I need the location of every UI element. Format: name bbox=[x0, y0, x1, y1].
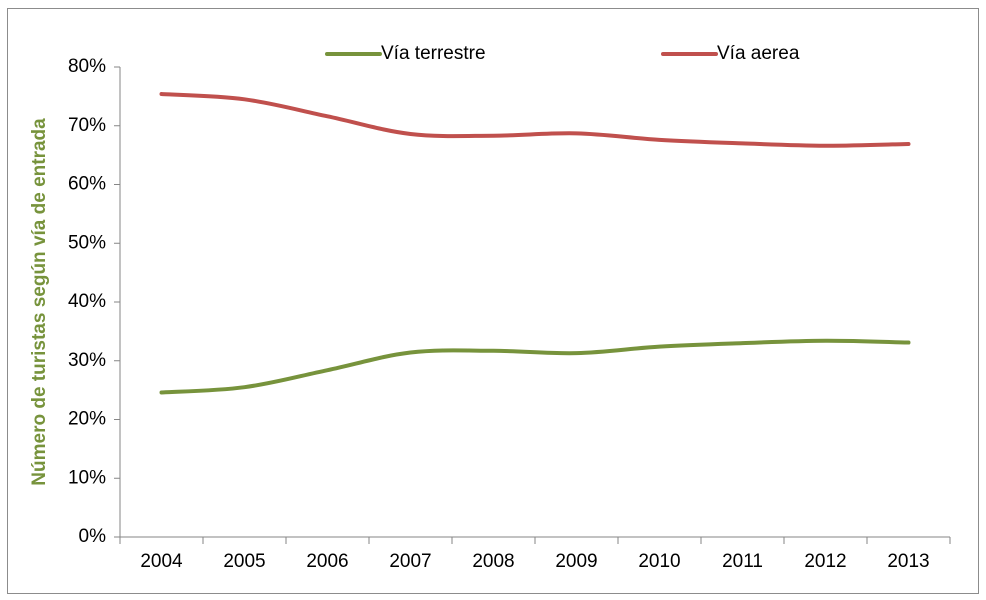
x-tick-label: 2006 bbox=[306, 551, 348, 572]
y-tick-label: 50% bbox=[68, 232, 106, 253]
series-line-1 bbox=[159, 338, 911, 395]
series-line-2 bbox=[159, 92, 911, 148]
legend-label-1: Vía terrestre bbox=[381, 43, 486, 64]
legend: Vía terrestre Vía aerea bbox=[325, 43, 800, 64]
x-tick-label: 2010 bbox=[638, 551, 680, 572]
legend-label-2: Vía aerea bbox=[717, 43, 800, 64]
x-tick-label: 2004 bbox=[140, 551, 183, 572]
y-tick-label: 70% bbox=[68, 115, 106, 136]
series-lines bbox=[159, 92, 911, 395]
x-tick-label: 2009 bbox=[555, 551, 597, 572]
tick-labels: 0% 10% 20% 30% 40% 50% 60% 70% 80% 2004 2005 2006 20… bbox=[68, 56, 930, 572]
x-tick-label: 2013 bbox=[887, 551, 929, 572]
x-tick-label: 2005 bbox=[223, 551, 265, 572]
y-tick-label: 40% bbox=[68, 291, 106, 312]
x-tick-label: 2007 bbox=[389, 551, 431, 572]
y-tick-label: 30% bbox=[68, 350, 106, 371]
y-tick-label: 20% bbox=[68, 409, 106, 430]
x-tick-label: 2011 bbox=[722, 551, 763, 572]
y-tick-label: 10% bbox=[68, 467, 106, 488]
y-tick-label: 60% bbox=[68, 174, 106, 195]
x-tick-label: 2012 bbox=[804, 551, 846, 572]
axes bbox=[114, 66, 951, 544]
chart-frame bbox=[7, 8, 979, 594]
y-axis-title: Número de turistas según vía de entrada bbox=[29, 118, 50, 486]
y-tick-label: 80% bbox=[68, 56, 106, 77]
x-tick-label: 2008 bbox=[472, 551, 514, 572]
y-tick-label: 0% bbox=[79, 526, 107, 547]
